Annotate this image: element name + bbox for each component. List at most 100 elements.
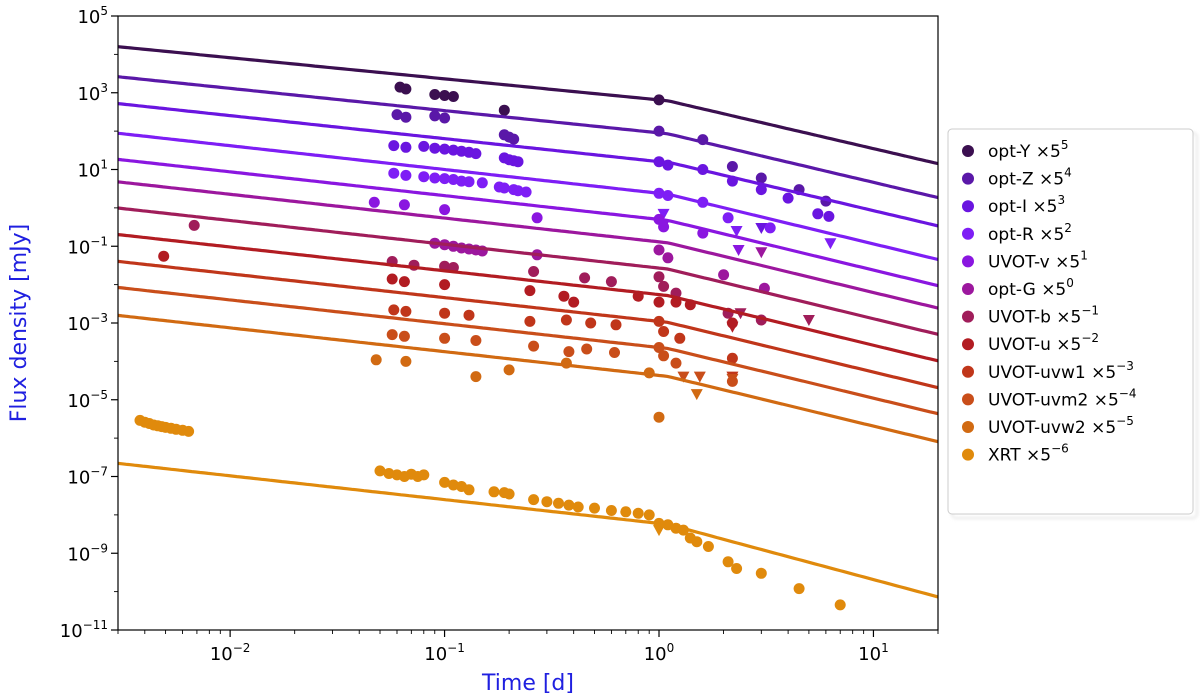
- legend-item: UVOT-v ×51: [962, 248, 1088, 272]
- data-point: [684, 299, 696, 311]
- legend-marker: [962, 200, 974, 213]
- data-point: [658, 350, 670, 362]
- series-layer: [118, 45, 938, 611]
- series-xrt: [118, 414, 938, 611]
- data-point: [755, 172, 767, 184]
- data-point: [585, 317, 597, 329]
- legend-item: XRT ×5−6: [962, 442, 1069, 466]
- data-point: [429, 172, 441, 184]
- data-point: [581, 343, 593, 355]
- data-point: [429, 142, 441, 154]
- legend-label: UVOT-uvw1 ×5−3: [988, 359, 1134, 383]
- y-axis: 10−11 10−9 10−7 10−5 10−3 10−1 101 103 105: [60, 4, 118, 642]
- data-point: [662, 252, 674, 264]
- data-point: [400, 141, 412, 153]
- data-point: [528, 340, 540, 352]
- data-point: [400, 169, 412, 181]
- data-point: [558, 290, 570, 302]
- upper-limit-marker: [726, 321, 739, 333]
- data-point: [560, 357, 572, 369]
- model-curve: [118, 75, 938, 200]
- data-point: [158, 250, 170, 262]
- data-point: [418, 469, 430, 481]
- legend-item: opt-I ×53: [962, 193, 1065, 217]
- data-point: [653, 296, 665, 308]
- data-point: [662, 159, 674, 171]
- legend-marker: [962, 145, 974, 157]
- data-point: [653, 94, 665, 106]
- data-point: [503, 364, 515, 376]
- data-point: [653, 315, 665, 327]
- data-point: [418, 140, 430, 152]
- data-point: [674, 332, 686, 344]
- data-point: [691, 536, 703, 548]
- data-point: [658, 326, 670, 337]
- legend-marker: [962, 421, 974, 433]
- legend-marker: [962, 365, 974, 378]
- data-point: [512, 185, 524, 197]
- series-uvot-uvw2: [118, 313, 938, 444]
- upper-limit-marker: [653, 525, 666, 537]
- data-point: [439, 173, 451, 185]
- y-axis-title: Flux density [mJy]: [7, 224, 32, 422]
- legend-label: opt-R ×52: [988, 221, 1072, 245]
- model-curve: [118, 233, 938, 363]
- data-point: [398, 330, 410, 342]
- data-point: [620, 506, 632, 518]
- legend-label: XRT ×5−6: [988, 442, 1069, 466]
- data-point: [541, 496, 553, 508]
- model-curve: [118, 45, 938, 166]
- data-point: [718, 269, 730, 281]
- data-point: [368, 196, 380, 208]
- data-point: [388, 167, 400, 179]
- data-point: [697, 134, 709, 146]
- legend-label: UVOT-uvw2 ×5−5: [988, 414, 1134, 438]
- data-point: [528, 494, 540, 506]
- legend-item: UVOT-uvw2 ×5−5: [962, 414, 1134, 438]
- data-point: [658, 280, 670, 292]
- legend: opt-Y ×55 opt-Z ×54 opt-I ×53 opt-R ×52 UVOT…: [947, 128, 1194, 515]
- legend-label: UVOT-uvm2 ×5−4: [988, 386, 1137, 410]
- data-point: [563, 499, 575, 511]
- data-point: [563, 346, 575, 358]
- data-point: [589, 502, 600, 514]
- data-point: [400, 355, 412, 367]
- data-point: [653, 125, 665, 137]
- data-point: [488, 486, 500, 498]
- data-point: [398, 199, 410, 211]
- upper-limit-marker: [755, 222, 768, 234]
- legend-label: opt-I ×53: [988, 193, 1065, 217]
- data-point: [439, 204, 451, 216]
- model-curve: [118, 131, 938, 262]
- data-point: [528, 266, 540, 277]
- plot-area: [117, 15, 939, 631]
- x-axis-title: Time [d]: [481, 671, 574, 696]
- data-point: [653, 411, 665, 423]
- data-point: [439, 90, 451, 101]
- data-point: [677, 524, 689, 536]
- data-point: [388, 304, 400, 316]
- data-point: [553, 497, 564, 509]
- data-point: [463, 176, 475, 188]
- upper-limit-marker: [802, 314, 815, 326]
- y-tick-label: 10−9: [67, 541, 108, 565]
- x-tick-label: 10−2: [210, 641, 251, 665]
- legend-item: opt-R ×52: [962, 221, 1072, 245]
- data-point: [610, 319, 622, 331]
- upper-limit-marker: [824, 238, 837, 250]
- data-point: [670, 357, 682, 369]
- series-opt-z: [118, 75, 938, 207]
- data-point: [653, 271, 665, 283]
- data-point: [755, 567, 767, 579]
- data-point: [697, 227, 709, 239]
- y-tick-label: 103: [77, 81, 108, 105]
- data-point: [653, 156, 665, 168]
- y-tick-label: 105: [77, 4, 108, 28]
- data-point: [812, 208, 824, 220]
- data-point: [702, 541, 714, 552]
- data-point: [391, 109, 403, 121]
- y-tick-label: 10−11: [60, 618, 108, 642]
- legend-marker: [962, 172, 974, 185]
- upper-limit-marker: [690, 389, 703, 401]
